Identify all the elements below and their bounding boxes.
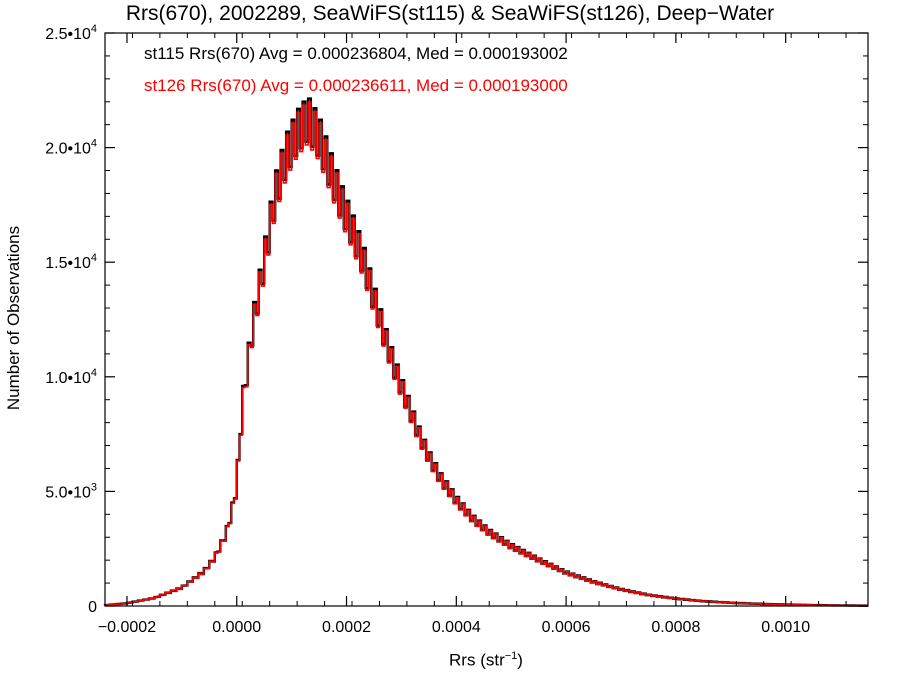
x-tick-label: 0.0010 xyxy=(761,619,810,636)
y-tick-label: 0 xyxy=(88,599,97,616)
stat-annotation-st115: st115 Rrs(670) Avg = 0.000236804, Med = … xyxy=(144,44,568,63)
x-axis-label-close: ) xyxy=(517,650,523,670)
x-axis-label-main: Rrs (str xyxy=(449,650,505,670)
series-layer xyxy=(103,97,868,607)
plot-frame xyxy=(104,32,869,607)
x-tick-label: 0.0002 xyxy=(322,619,371,636)
chart-title: Rrs(670), 2002289, SeaWiFS(st115) & SeaW… xyxy=(125,2,775,25)
y-tick-label: 5.0•103 xyxy=(45,481,97,501)
y-tick-label: 2.5•104 xyxy=(45,23,97,43)
x-tick-label: 0.0006 xyxy=(542,619,591,636)
y-tick-label: 1.0•104 xyxy=(45,367,97,387)
y-tick-label: 2.0•104 xyxy=(45,138,97,158)
x-tick-label: 0.0008 xyxy=(651,619,700,636)
stat-annotation-st126: st126 Rrs(670) Avg = 0.000236611, Med = … xyxy=(144,76,568,95)
x-axis-label: Rrs (str−1) xyxy=(449,650,523,671)
y-tick-label: 1.5•104 xyxy=(45,252,97,272)
x-tick-label: 0.0004 xyxy=(432,619,481,636)
series-st126 xyxy=(104,101,868,607)
x-tick-label: 0.0000 xyxy=(212,619,261,636)
tick-layer: −0.0002 0.0000 0.0002 0.0004 0.0006 0.0008 0.0… xyxy=(45,23,868,636)
x-axis-label-exponent: −1 xyxy=(504,650,518,662)
x-tick-label: −0.0002 xyxy=(98,619,156,636)
